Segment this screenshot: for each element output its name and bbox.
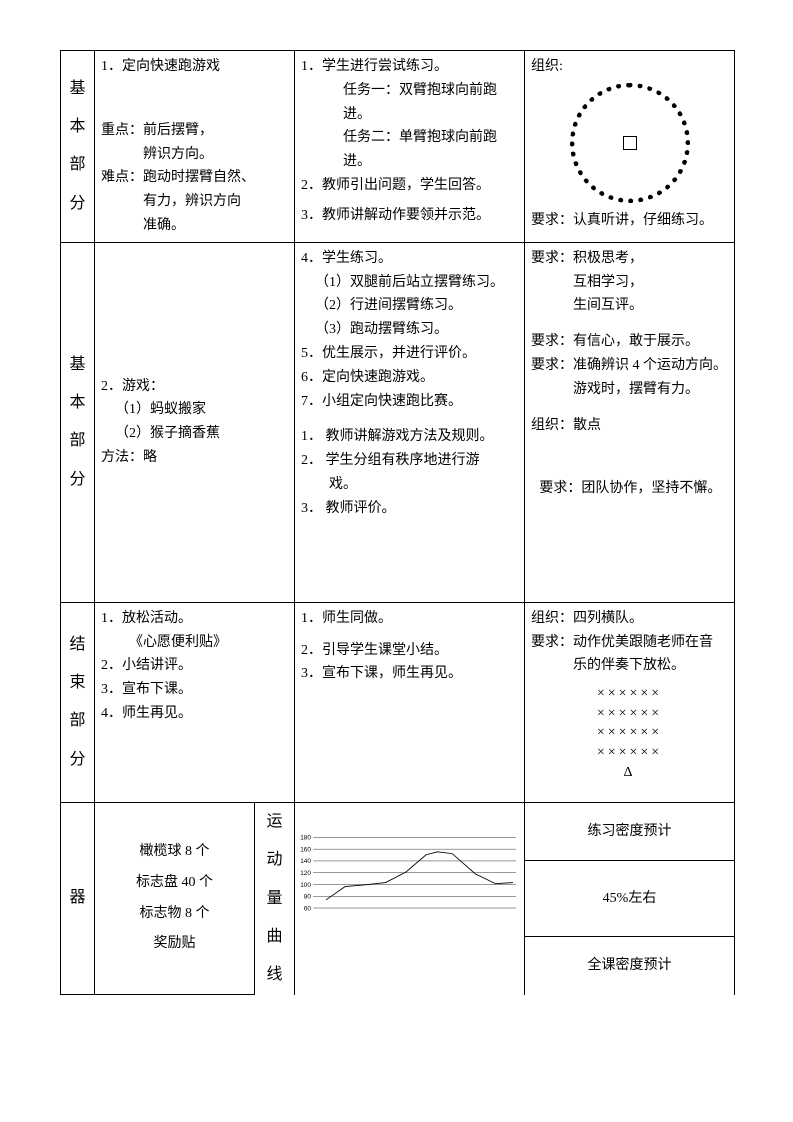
text: 1．定向快速跑游戏: [101, 55, 288, 79]
text: 要求：准确辨识 4 个运动方向。: [531, 354, 728, 378]
r3-colC: 1．师生同做。 2．引导学生课堂小结。 3．宣布下课，师生再见。: [295, 602, 525, 802]
svg-text:160: 160: [300, 846, 311, 853]
text: 3．教师讲解动作要领并示范。: [301, 204, 518, 228]
svg-text:140: 140: [300, 858, 311, 865]
text: （2）猴子摘香蕉: [101, 422, 288, 446]
exercise-curve-chart: 60 80 100 120 140 160 180: [295, 802, 525, 994]
text: 生间互评。: [531, 294, 728, 318]
text: 1．学生进行尝试练习。: [301, 55, 518, 79]
svg-text:60: 60: [304, 905, 312, 912]
r1-colD: 组织: 要求：认真听讲，仔细练习。: [525, 51, 735, 243]
text: 有力，辨识方向: [101, 190, 288, 214]
formation-x-grid: ×××××× ×××××× ×××××× ×××××× Δ: [531, 684, 728, 782]
text: 乐的伴奏下放松。: [531, 654, 728, 678]
text: 7．小组定向快速跑比赛。: [301, 390, 518, 414]
triangle-icon: Δ: [531, 763, 728, 783]
r3-colA: 1．放松活动。 《心愿便利贴》 2．小结讲评。 3．宣布下课。 4．师生再见。: [95, 602, 295, 802]
text: 《心愿便利贴》: [101, 631, 288, 655]
lesson-plan-table: 基本部分 1．定向快速跑游戏 重点：前后摆臂， 辨识方向。 难点：跑动时摆臂自然…: [60, 50, 735, 995]
text: 进。: [301, 150, 518, 174]
text: （3）跑动摆臂练习。: [301, 318, 518, 342]
text: 方法：略: [101, 446, 288, 470]
text: 2． 学生分组有秩序地进行游: [301, 449, 518, 473]
line-chart-svg: 60 80 100 120 140 160 180: [297, 809, 517, 937]
section-label-end: 结束部分: [61, 602, 95, 802]
text: 4．师生再见。: [101, 702, 288, 726]
text: 1．放松活动。: [101, 607, 288, 631]
svg-text:80: 80: [304, 893, 312, 900]
text: 辨识方向。: [101, 143, 288, 167]
text: 4．学生练习。: [301, 247, 518, 271]
text: 标志盘 40 个: [101, 868, 248, 899]
text: 任务二：单臂抱球向前跑: [301, 126, 518, 150]
text: 要求：动作优美跟随老师在音: [531, 631, 728, 655]
r2-colA: 2．游戏： （1）蚂蚁搬家 （2）猴子摘香蕉 方法：略: [95, 242, 295, 602]
text: 2．引导学生课堂小结。: [301, 639, 518, 663]
text: （1）双腿前后站立摆臂练习。: [301, 271, 518, 295]
text: 任务一：双臂抱球向前跑: [301, 79, 518, 103]
text: （2）行进间摆臂练习。: [301, 294, 518, 318]
text: 橄榄球 8 个: [101, 837, 248, 868]
density-header-1: 练习密度预计: [525, 802, 735, 861]
text: 1． 教师讲解游戏方法及规则。: [301, 425, 518, 449]
text: 组织：散点: [531, 414, 728, 438]
text: 标志物 8 个: [101, 899, 248, 930]
section-label-basic-2: 基本部分: [61, 242, 95, 602]
text: 6．定向快速跑游戏。: [301, 366, 518, 390]
text: 组织:: [531, 55, 728, 79]
text: 1．师生同做。: [301, 607, 518, 631]
text: 奖励贴: [101, 929, 248, 960]
text: 5．优生展示，并进行评价。: [301, 342, 518, 366]
formation-circle-diagram: [570, 83, 690, 203]
curve-label: 运动量曲线: [255, 802, 295, 994]
r1-colC: 1．学生进行尝试练习。 任务一：双臂抱球向前跑 进。 任务二：单臂抱球向前跑 进…: [295, 51, 525, 243]
text: 2．教师引出问题，学生回答。: [301, 174, 518, 198]
text: 要求：团队协作，坚持不懈。: [531, 477, 728, 501]
r2-colD: 要求：积极思考， 互相学习， 生间互评。 要求：有信心，敢于展示。 要求：准确辨…: [525, 242, 735, 602]
text: 3． 教师评价。: [301, 497, 518, 521]
r1-colA: 1．定向快速跑游戏 重点：前后摆臂， 辨识方向。 难点：跑动时摆臂自然、 有力，…: [95, 51, 295, 243]
svg-text:120: 120: [300, 870, 311, 877]
equipment-list: 橄榄球 8 个 标志盘 40 个 标志物 8 个 奖励贴: [95, 802, 255, 994]
text: 互相学习，: [531, 271, 728, 295]
text: （1）蚂蚁搬家: [101, 398, 288, 422]
text: 重点：前后摆臂，: [101, 119, 288, 143]
section-label-basic-1: 基本部分: [61, 51, 95, 243]
text: 进。: [301, 103, 518, 127]
svg-text:100: 100: [300, 882, 311, 889]
text: 组织：四列横队。: [531, 607, 728, 631]
text: 3．宣布下课，师生再见。: [301, 662, 518, 686]
teacher-square-icon: [623, 136, 637, 150]
section-label-equip: 器: [61, 802, 95, 994]
density-value: 45%左右: [525, 861, 735, 936]
r2-colC: 4．学生练习。 （1）双腿前后站立摆臂练习。 （2）行进间摆臂练习。 （3）跑动…: [295, 242, 525, 602]
svg-text:180: 180: [300, 834, 311, 841]
text: 3．宣布下课。: [101, 678, 288, 702]
text: 难点：跑动时摆臂自然、: [101, 166, 288, 190]
text: 游戏时，摆臂有力。: [531, 378, 728, 402]
r3-colD: 组织：四列横队。 要求：动作优美跟随老师在音 乐的伴奏下放松。 ×××××× ×…: [525, 602, 735, 802]
text: 2．小结讲评。: [101, 654, 288, 678]
text: 戏。: [301, 473, 518, 497]
text: 2．游戏：: [101, 375, 288, 399]
density-header-2: 全课密度预计: [525, 936, 735, 995]
text: 要求：有信心，敢于展示。: [531, 330, 728, 354]
text: 要求：认真听讲，仔细练习。: [531, 209, 728, 233]
text: 准确。: [101, 214, 288, 238]
text: 要求：积极思考，: [531, 247, 728, 271]
